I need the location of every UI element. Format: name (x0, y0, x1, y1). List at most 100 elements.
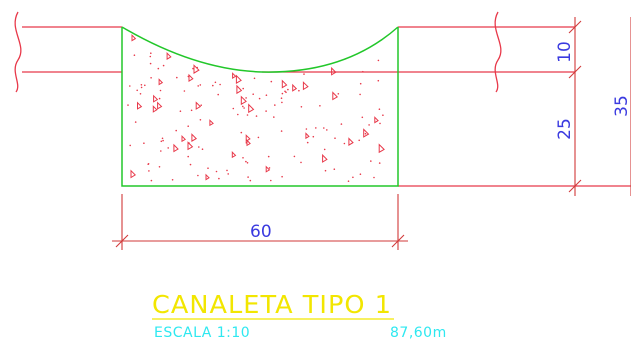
hatch-triangle (130, 169, 136, 179)
total-depth-label: 35 (612, 95, 631, 117)
hatch-dot (167, 147, 169, 149)
hatch-dot (319, 105, 321, 107)
hatch-dot (159, 89, 162, 92)
hatch-dot (252, 93, 254, 95)
hatch-dot (160, 140, 163, 143)
hatch-triangle (374, 116, 379, 124)
hatch-dot (303, 73, 305, 75)
right-break-mark (494, 11, 502, 93)
hatch-dot (306, 141, 309, 144)
width-label: 60 (250, 222, 272, 242)
hatch-dot (147, 163, 149, 165)
concrete-hatch (127, 33, 385, 182)
hatch-dot (340, 123, 343, 125)
hatch-triangle (246, 139, 251, 147)
hatch-dot (245, 160, 247, 163)
hatch-dot (249, 179, 252, 182)
hatch-dot (242, 87, 244, 90)
hatch-dot (270, 179, 272, 182)
hatch-dot (378, 108, 381, 110)
hatch-triangle (232, 72, 237, 79)
hatch-dot (149, 55, 152, 58)
hatch-dot (143, 142, 145, 144)
hatch-dot (158, 97, 161, 100)
hatch-dot (136, 89, 138, 92)
hatch-dot (247, 176, 249, 178)
hatch-dot (199, 84, 202, 86)
hatch-dot (315, 127, 317, 129)
hatch-dot (162, 64, 165, 67)
ground-lines (14, 11, 631, 187)
width-dimension (112, 194, 408, 250)
hatch-dot (207, 167, 209, 169)
hatch-triangle (363, 128, 370, 138)
hatch-triangle (236, 84, 243, 95)
left-break-mark (14, 11, 22, 93)
tick-left (115, 234, 129, 248)
hatch-dot (127, 104, 129, 106)
hatch-dot (287, 88, 289, 91)
hatch-dot (265, 94, 268, 96)
hatch-dot (368, 124, 370, 126)
hatch-dot (158, 166, 161, 168)
hatch-dot (149, 62, 152, 65)
hatch-dot (176, 76, 178, 79)
hatch-dot (281, 101, 283, 104)
hatch-dot (359, 93, 361, 96)
hatch-triangle (265, 165, 271, 173)
hatch-dot (361, 116, 364, 119)
hatch-dot (133, 54, 136, 56)
hatch-triangle (348, 137, 354, 146)
hatch-dot (160, 150, 162, 152)
hatch-dot (179, 110, 182, 112)
hatch-dot (358, 139, 361, 142)
hatch-triangle (158, 78, 164, 86)
hatch-dot (226, 169, 228, 172)
tick-inner-bottom (568, 179, 582, 193)
hatch-dot (337, 93, 340, 95)
section-outline (121, 27, 399, 187)
hatch-dot (187, 125, 189, 127)
hatch-dot (280, 97, 283, 99)
hatch-dot (312, 135, 315, 138)
hatch-dot (333, 168, 336, 170)
hatch-triangle (248, 103, 255, 114)
hatch-dot (257, 136, 260, 139)
hatch-dot (197, 85, 199, 87)
hatch-dot (189, 163, 192, 166)
hatch-dot (285, 91, 287, 94)
hatch-dot (140, 84, 143, 86)
hatch-triangle (152, 105, 158, 113)
hatch-triangle (191, 133, 198, 142)
hatch-triangle (378, 143, 385, 154)
depth-dimensions (568, 17, 631, 196)
hatch-triangle (302, 81, 309, 91)
top-depth-label: 10 (555, 41, 575, 63)
hatch-dot (362, 70, 364, 73)
hatch-dot (265, 110, 267, 112)
hatch-dot (364, 132, 367, 135)
hatch-dot (134, 121, 137, 123)
hatch-dot (273, 116, 275, 118)
hatch-dot (281, 175, 283, 178)
hatch-triangle (137, 101, 143, 110)
hatch-dot (293, 155, 296, 158)
hatch-triangle (245, 134, 251, 142)
hatch-triangle (205, 173, 210, 181)
hatch-dot (144, 84, 146, 87)
hatch-dot (199, 119, 202, 121)
hatch-dot (240, 131, 243, 134)
hatch-dot (219, 83, 221, 86)
hatch-triangle (195, 101, 202, 110)
hatch-dot (148, 170, 150, 172)
hatch-dot (129, 144, 131, 147)
tick-inner-mid (568, 65, 582, 79)
hatch-triangle (173, 143, 179, 153)
tick-inner-top (568, 20, 582, 34)
hatch-dot (218, 177, 220, 180)
hatch-dot (359, 173, 362, 175)
hatch-triangle (305, 132, 310, 140)
hatch-dot (281, 92, 284, 95)
hatch-triangle (292, 83, 298, 92)
hatch-dot (284, 90, 286, 93)
